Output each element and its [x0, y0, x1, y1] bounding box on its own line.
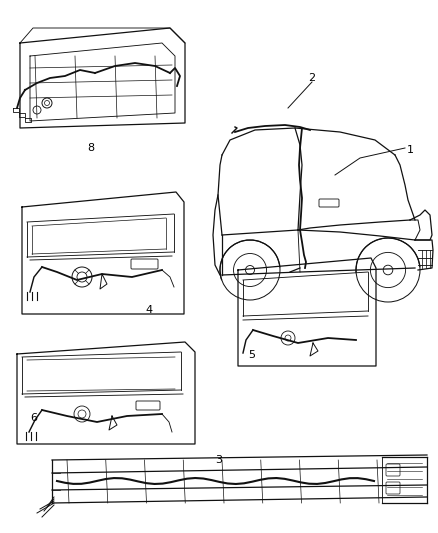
Text: 3: 3 — [215, 455, 222, 465]
Text: 1: 1 — [407, 145, 414, 155]
Text: 5: 5 — [248, 350, 255, 360]
Text: 2: 2 — [308, 73, 315, 83]
Text: 4: 4 — [145, 305, 152, 315]
Text: 8: 8 — [87, 143, 94, 153]
Text: 6: 6 — [30, 413, 37, 423]
